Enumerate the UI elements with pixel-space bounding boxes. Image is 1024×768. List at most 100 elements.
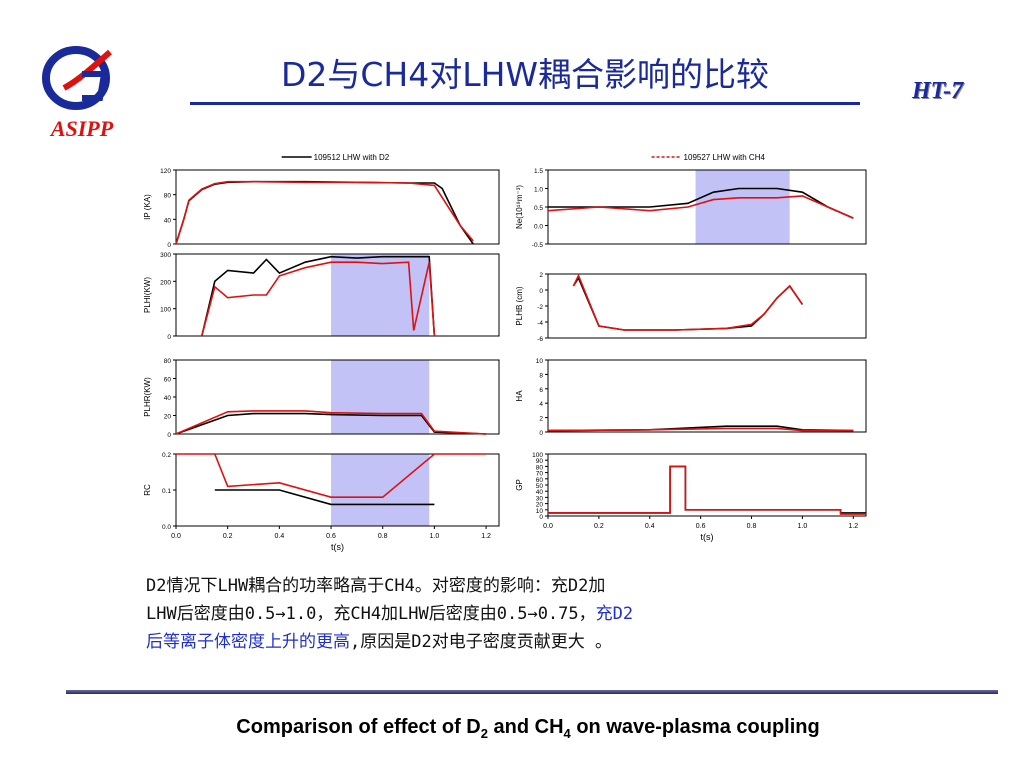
y-tick-label: 200: [160, 279, 171, 286]
y-tick-label: 0.0: [534, 224, 543, 231]
series-line-0: [175, 180, 474, 245]
y-tick-label: 0: [539, 514, 543, 521]
y-tick-label: 40: [536, 489, 544, 496]
axis-frame: [547, 359, 867, 433]
x-tick-label: 0.6: [696, 523, 706, 530]
series-line-0: [548, 187, 854, 219]
chart-0: 0 40 80 120 IP (KA) 109512 LHW with D2: [143, 153, 500, 249]
y-axis-label: PLHB (cm): [515, 286, 524, 325]
legend-label: 109527 LHW with CH4: [684, 153, 766, 162]
y-tick-label: 10: [536, 358, 544, 365]
axis-frame: [175, 253, 500, 337]
y-tick-label: 6: [539, 387, 543, 394]
page-title: D2与CH4对LHW耦合影响的比较: [280, 55, 770, 94]
x-tick-label: 0.0: [171, 533, 181, 540]
y-tick-label: 60: [536, 477, 544, 484]
y-tick-label: 0.5: [534, 205, 543, 212]
y-tick-label: 0: [539, 430, 543, 437]
y-axis-label: GP: [515, 479, 524, 491]
x-tick-label: 1.0: [430, 533, 440, 540]
y-tick-label: 70: [536, 471, 544, 478]
x-tick-label: 0.0: [543, 523, 553, 530]
y-tick-label: 1.5: [534, 168, 543, 175]
caption: Comparison of effect of D2 and CH4 on wa…: [236, 716, 820, 741]
body-line-3: 后等离子体密度上升的更高,原因是D2对电子密度贡献更大 。: [146, 632, 612, 652]
y-tick-label: -2: [537, 304, 543, 311]
x-axis-label: t(s): [331, 542, 344, 552]
y-tick-label: 20: [164, 414, 172, 421]
org-label: HT-7: [912, 78, 964, 104]
y-tick-label: 0: [167, 432, 171, 439]
series-line-1: [176, 453, 487, 499]
series-line-1: [572, 273, 804, 331]
bottom-divider: [66, 690, 998, 694]
y-axis-label: IP (KA): [143, 194, 152, 220]
x-tick-label: 0.2: [223, 533, 233, 540]
y-tick-label: 10: [536, 508, 544, 515]
body-line-1: D2情况下LHW耦合的功率略高于CH4。对密度的影响：充D2加: [146, 576, 606, 596]
x-tick-label: 0.8: [747, 523, 757, 530]
series-line-0: [548, 465, 866, 514]
series-line-1: [201, 261, 436, 337]
y-tick-label: -4: [537, 320, 543, 327]
y-axis-label: HA: [515, 390, 524, 402]
y-tick-label: 0.1: [162, 488, 171, 495]
series-line-1: [175, 180, 474, 245]
y-tick-label: 0.0: [162, 524, 171, 531]
y-tick-label: 40: [164, 217, 172, 224]
series-line-1: [547, 195, 854, 219]
body-line-2: LHW后密度由0.5→1.0，充CH4加LHW后密度由0.5→0.75，充D2: [146, 604, 634, 624]
highlight-band: [331, 454, 430, 526]
x-tick-label: 0.4: [645, 523, 655, 530]
body-text: D2情况下LHW耦合的功率略高于CH4。对密度的影响：充D2加 LHW后密度由0…: [146, 572, 926, 656]
y-tick-label: 90: [536, 458, 544, 465]
chart-6: 0 2 4 6 8 10 HA: [515, 358, 867, 437]
y-axis-label: PLHR(KW): [143, 377, 152, 417]
y-tick-label: 20: [536, 502, 544, 509]
series-line-1: [175, 410, 487, 435]
y-tick-label: -0.5: [532, 242, 544, 249]
series-line-0: [214, 489, 435, 506]
logo-text: ASIPP: [49, 116, 114, 141]
y-tick-label: 0: [539, 288, 543, 295]
y-tick-label: 60: [164, 377, 172, 384]
highlight-band: [331, 360, 430, 434]
series-line-1: [548, 465, 866, 515]
y-tick-label: 80: [164, 193, 172, 200]
y-tick-label: 100: [160, 307, 171, 314]
legend-label: 109512 LHW with D2: [314, 153, 390, 162]
y-tick-label: 80: [164, 358, 172, 365]
series-line-0: [572, 276, 804, 331]
x-tick-label: 0.4: [274, 533, 284, 540]
y-tick-label: 0: [167, 242, 171, 249]
y-axis-label: RC: [143, 484, 152, 496]
y-tick-label: 300: [160, 252, 171, 259]
y-tick-label: 4: [539, 401, 543, 408]
x-tick-label: 0.2: [594, 523, 604, 530]
chart-1: 0 100 200 300 PLHI(KW): [143, 252, 500, 341]
y-tick-label: 1.0: [534, 187, 543, 194]
chart-5: -6 -4 -2 0 2 PLHB (cm): [515, 272, 867, 343]
x-tick-label: 1.2: [848, 523, 858, 530]
y-tick-label: -6: [537, 336, 543, 343]
axis-frame: [547, 453, 867, 517]
highlight-band: [695, 170, 790, 244]
y-tick-label: 80: [536, 464, 544, 471]
y-tick-label: 40: [164, 395, 172, 402]
y-tick-label: 0.2: [162, 452, 171, 459]
title-divider: [190, 102, 860, 105]
x-axis-label: t(s): [701, 532, 714, 542]
y-tick-label: 50: [536, 483, 544, 490]
body-highlight-2: 后等离子体密度上升的更高: [146, 632, 350, 652]
asipp-logo: ASIPP: [34, 40, 130, 148]
chart-4: -0.5 0.0 0.5 1.0 1.5 Ne(10¹⁹m⁻³) 109527 LHW wi…: [515, 153, 867, 249]
y-tick-label: 2: [539, 272, 543, 279]
chart-3: 0.0 0.1 0.2 RC 0.0 0.2 0.4 0.6 0.8 1.0 1.2 t(s): [143, 452, 500, 552]
y-tick-label: 30: [536, 495, 544, 502]
y-tick-label: 0: [167, 334, 171, 341]
y-tick-label: 120: [160, 168, 171, 175]
y-tick-label: 100: [532, 452, 543, 459]
y-tick-label: 8: [539, 372, 543, 379]
